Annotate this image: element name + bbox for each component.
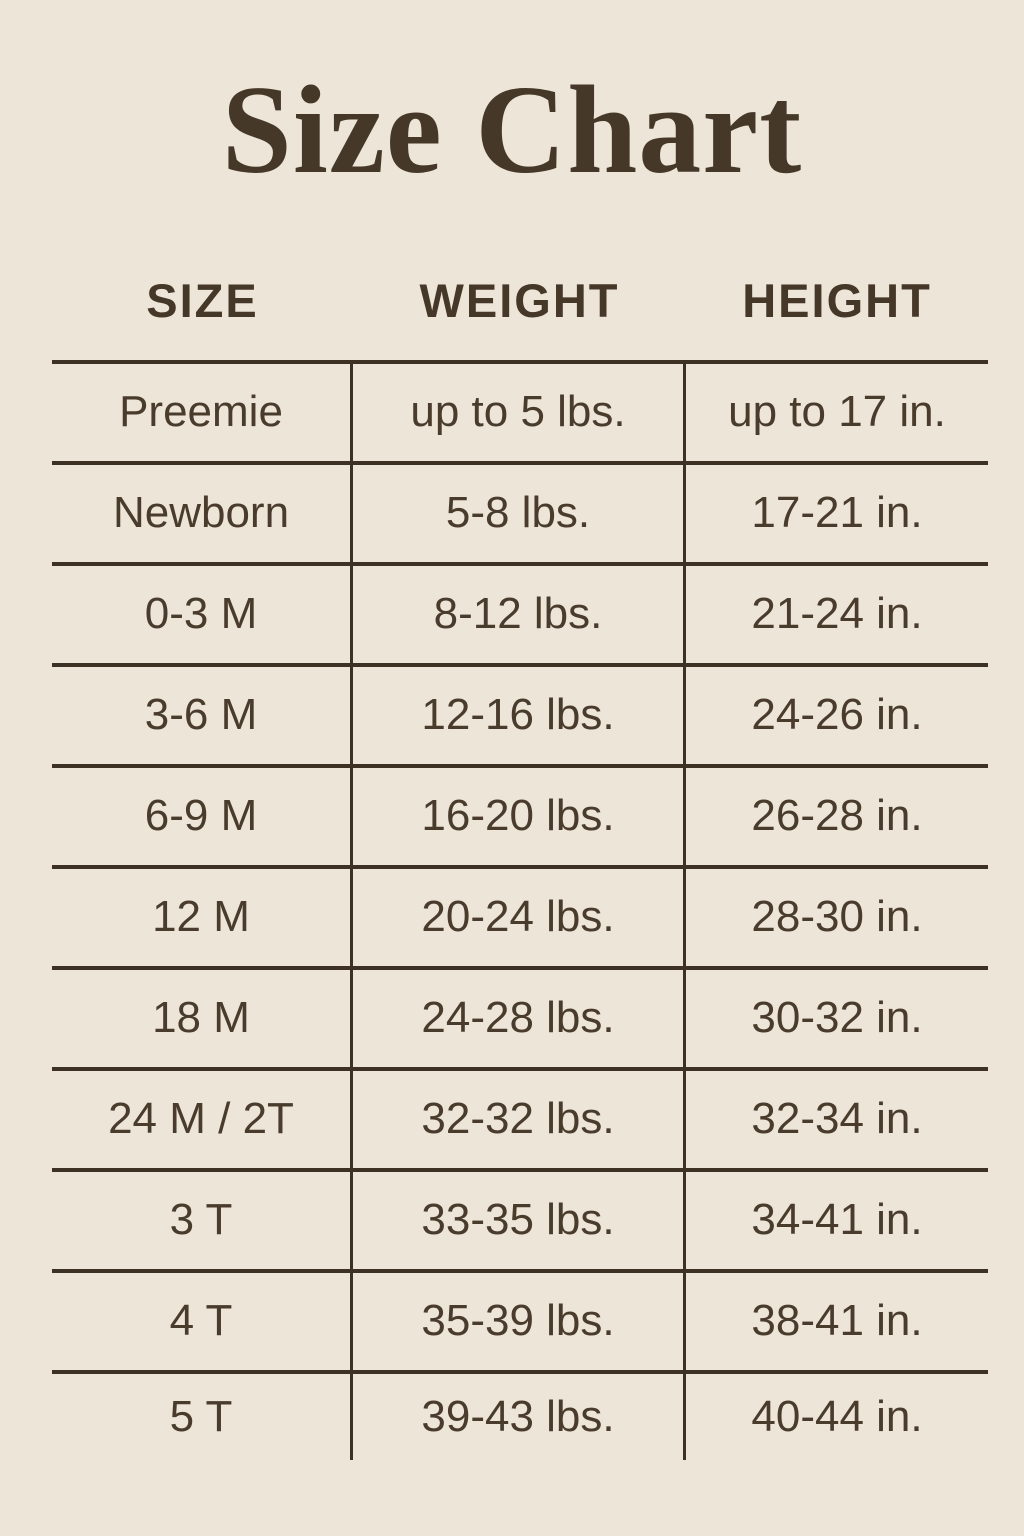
weight-cell: 39-43 lbs. [353, 1373, 686, 1460]
weight-cell: 16-20 lbs. [353, 767, 686, 865]
height-cell: 34-41 in. [751, 1195, 923, 1245]
table-row: 3-6 M 12-16 lbs. 24-26 in. [52, 666, 988, 768]
weight-cell: 32-32 lbs. [353, 1070, 686, 1168]
weight-cell: 12-16 lbs. [353, 666, 686, 764]
table-row: 18 M 24-28 lbs. 30-32 in. [52, 969, 988, 1071]
height-cell: up to 17 in. [728, 387, 946, 437]
size-cell: Newborn [52, 464, 353, 562]
size-cell: 6-9 M [52, 767, 353, 865]
height-cell: 21-24 in. [751, 589, 923, 639]
size-cell: 3 T [52, 1171, 353, 1269]
size-cell: 0-3 M [52, 565, 353, 663]
size-cell: 4 T [52, 1272, 353, 1370]
height-cell: 38-41 in. [751, 1296, 923, 1346]
size-cell: Preemie [52, 363, 353, 461]
weight-cell: 8-12 lbs. [353, 565, 686, 663]
height-cell: 28-30 in. [751, 892, 923, 942]
weight-cell: 24-28 lbs. [353, 969, 686, 1067]
table-row: 6-9 M 16-20 lbs. 26-28 in. [52, 767, 988, 869]
column-header-size: SIZE [146, 273, 259, 327]
table-row: 4 T 35-39 lbs. 38-41 in. [52, 1272, 988, 1374]
table-row: 5 T 39-43 lbs. 40-44 in. [52, 1373, 988, 1460]
size-cell: 12 M [52, 868, 353, 966]
size-cell: 24 M / 2T [52, 1070, 353, 1168]
page-title: Size Chart [221, 61, 803, 200]
weight-cell: 5-8 lbs. [353, 464, 686, 562]
height-cell: 32-34 in. [751, 1094, 923, 1144]
size-cell: 18 M [52, 969, 353, 1067]
height-cell: 40-44 in. [751, 1391, 923, 1441]
size-cell: 3-6 M [52, 666, 353, 764]
height-cell: 26-28 in. [751, 791, 923, 841]
table-row: Preemie up to 5 lbs. up to 17 in. [52, 363, 988, 465]
table-row: Newborn 5-8 lbs. 17-21 in. [52, 464, 988, 566]
weight-cell: 33-35 lbs. [353, 1171, 686, 1269]
height-cell: 30-32 in. [751, 993, 923, 1043]
weight-cell: 35-39 lbs. [353, 1272, 686, 1370]
table-header-row: SIZE WEIGHT HEIGHT [52, 273, 988, 328]
size-cell: 5 T [52, 1373, 353, 1460]
column-header-height: HEIGHT [742, 273, 932, 327]
column-header-weight: WEIGHT [419, 273, 620, 327]
table-row: 24 M / 2T 32-32 lbs. 32-34 in. [52, 1070, 988, 1172]
table-row: 3 T 33-35 lbs. 34-41 in. [52, 1171, 988, 1273]
table-row: 0-3 M 8-12 lbs. 21-24 in. [52, 565, 988, 667]
height-cell: 24-26 in. [751, 690, 923, 740]
weight-cell: 20-24 lbs. [353, 868, 686, 966]
height-cell: 17-21 in. [751, 488, 923, 538]
weight-cell: up to 5 lbs. [353, 363, 686, 461]
table-row: 12 M 20-24 lbs. 28-30 in. [52, 868, 988, 970]
size-table: Preemie up to 5 lbs. up to 17 in. Newbor… [52, 359, 988, 1460]
